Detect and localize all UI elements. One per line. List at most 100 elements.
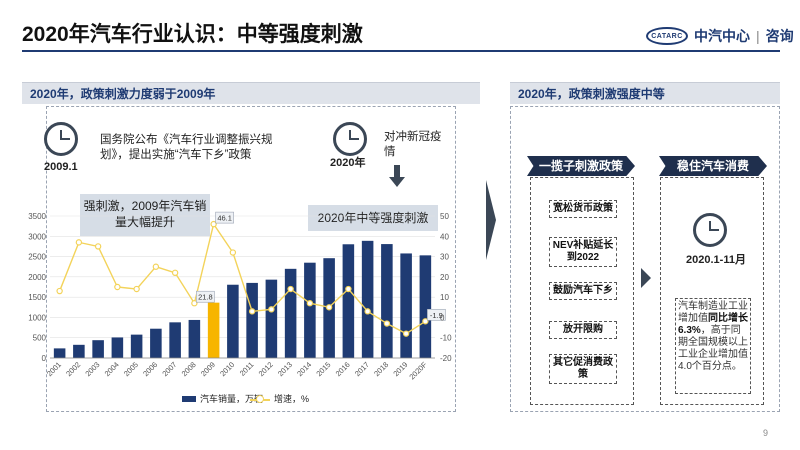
clock-icon [693,213,727,247]
growth-line [58,222,426,335]
x-tick-label: 2002 [64,360,82,378]
data-label-text: 21.8 [198,293,213,302]
stat-suffix: ，高于同期全国规模以上工业企业增加值4.0个百分点。 [678,325,748,372]
left-panel-heading: 2020年，政策刺激力度弱于2009年 [22,82,480,104]
growth-point [75,239,83,246]
clock-2020-label: 2020年 [330,157,366,169]
growth-point [56,287,63,295]
growth-point [422,318,429,325]
period-label: 2020.1-11月 [686,254,746,266]
chart-line [56,220,429,337]
x-tick-label: 2004 [103,360,121,378]
policy-item: 鼓励汽车下乡 [549,282,617,300]
y-left-tick-label: 1000 [28,313,46,322]
x-tick-label: 2011 [238,360,256,378]
chevron-right-icon [486,180,496,260]
chart-bar [130,334,143,358]
chart-bar [284,268,297,358]
data-label-text: 46.1 [217,214,232,223]
title-divider [22,50,780,52]
x-tick-label: 2005 [122,360,140,378]
y-right-tick-label: 20 [440,273,449,282]
policy-item: NEV补贴延长到2022 [549,237,617,267]
legend-line-label: 增速，% [274,394,310,404]
y-left-tick-label: 1500 [28,293,46,302]
down-arrow-icon [389,177,405,187]
callout-2009: 强刺激，2009年汽车销量大幅提升 [80,194,210,236]
growth-point [325,304,333,311]
logo-separator: | [756,28,760,44]
data-label-box [215,211,234,224]
stat-highlight: 同比增长6.3% [678,313,748,336]
arrow-right-icon [641,268,651,288]
stat-prefix: 汽车制造业工业增加值 [678,301,748,324]
x-tick-label: 2003 [83,360,101,378]
data-label: 46.1 [215,211,234,224]
chart-bar [361,240,374,358]
y-right-tick-label: -10 [440,334,452,343]
legend-bar-swatch [182,396,196,402]
data-label-box [196,290,215,303]
x-tick-label: 2013 [276,360,294,378]
growth-point [94,243,102,250]
chart-bar [53,348,66,358]
x-tick-label: 2012 [257,360,275,378]
y-left-tick-label: 3000 [28,232,46,241]
data-label-box [427,308,446,321]
x-tick-label: 2017 [353,360,371,378]
down-arrow-icon [394,165,400,177]
growth-point [152,263,160,270]
y-left-tick-label: 2000 [28,273,46,282]
x-tick-label: 2010 [218,360,236,378]
clock-2009-label: 2009.1 [44,161,78,173]
chart-bar [246,282,258,358]
chart-bar [73,344,85,358]
logo-text: 中汽中心 [694,28,750,44]
page-number: 9 [762,428,768,438]
growth-point [133,285,140,293]
growth-point [210,220,217,228]
legend-bar-label: 汽车销量，万辆 [200,394,264,404]
data-label: -1.9 [427,308,446,321]
y-right-tick-label: -20 [440,354,452,363]
growth-point [383,320,391,327]
stat-box: 汽车制造业工业增加值同比增长6.3%，高于同期全国规模以上工业企业增加值4.0个… [675,298,751,394]
policy-item: 放开限购 [549,321,617,339]
x-tick-label: 2009 [199,360,217,378]
note-2020: 对冲新冠疫情 [384,131,442,158]
chart-bar [265,279,278,358]
x-tick-label: 2015 [314,360,332,378]
chart-gridlines [50,215,435,359]
consumption-box [660,177,764,405]
chart-bar [342,244,355,358]
y-left-tick-label: 2500 [28,253,46,262]
chart-bar [188,319,201,358]
right-panel-heading: 2020年，政策刺激强度中等 [510,82,780,104]
clock-icon [333,122,367,156]
page-title: 2020年汽车行业认识：中等强度刺激 [22,23,363,46]
y-left-tick-label: 0 [42,354,47,363]
sales-chart: 21.846.1-1.9 050010001500200025003000350… [28,211,452,381]
chart-bar [400,253,412,358]
chart-bar [92,340,104,358]
y-right-tick-label: 40 [440,232,449,241]
chart-bar [150,328,162,358]
x-tick-label: 2016 [334,360,352,378]
left-panel-frame [46,106,456,412]
clock-icon [44,122,78,156]
legend-line-marker [256,395,264,403]
chart-bars [53,240,432,358]
policy-item: 其它促消费政策 [549,354,617,384]
note-2009: 国务院公布《汽车行业调整振兴规划》，提出实施“汽车下乡”政策 [100,134,273,161]
y-right-tick-label: 0 [440,313,445,322]
growth-point [191,300,198,307]
growth-point [171,269,179,277]
chart-bar [419,255,432,358]
y-right-tick-label: 30 [440,253,449,262]
y-right-tick-label: 50 [440,212,449,221]
chart-bar [227,284,239,358]
growth-point [306,300,314,307]
logo-subtext: 咨询 [765,28,794,44]
x-tick-label: 2014 [295,360,313,378]
chart-bar [169,322,181,358]
